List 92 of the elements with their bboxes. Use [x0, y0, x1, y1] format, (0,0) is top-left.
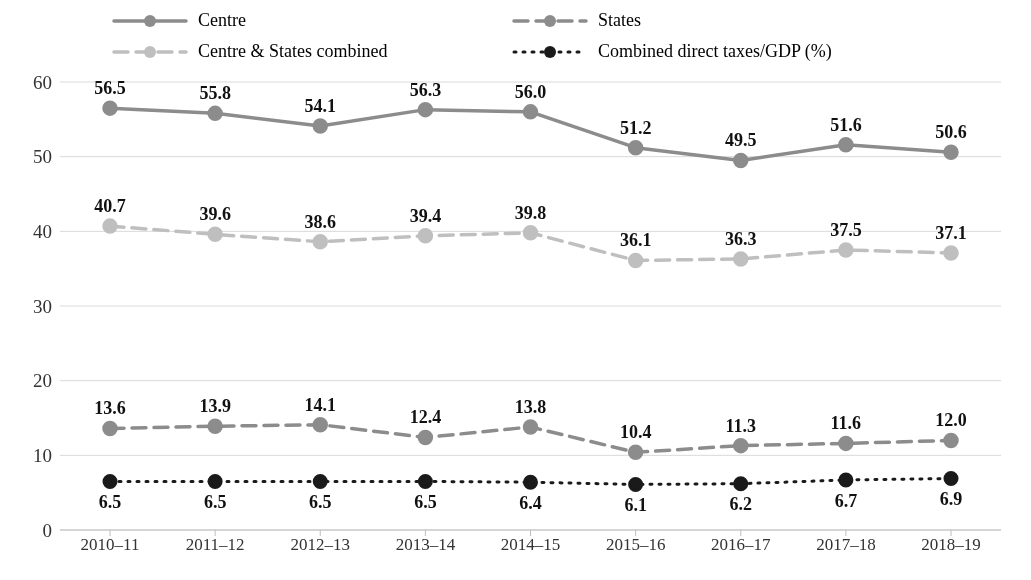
legend-label: States: [598, 10, 641, 31]
legend-label: Centre & States combined: [198, 41, 388, 62]
point: [312, 118, 328, 134]
x-tick-label: 2018–19: [921, 535, 981, 555]
x-tick-label: 2017–18: [816, 535, 876, 555]
point: [943, 432, 959, 449]
data-label: 11.6: [830, 413, 862, 434]
data-label: 39.8: [514, 202, 547, 223]
legend-label: Combined direct taxes/GDP (%): [598, 41, 832, 62]
data-label: 6.5: [309, 492, 332, 513]
data-label: 13.9: [199, 396, 231, 417]
data-label: 39.4: [409, 205, 442, 226]
point: [522, 419, 539, 435]
data-label: 36.3: [725, 228, 757, 249]
data-label: 51.2: [619, 117, 652, 138]
point: [627, 252, 644, 269]
y-tick-label: 40: [33, 221, 52, 243]
data-label: 56.0: [514, 81, 547, 102]
x-tick-label: 2016–17: [711, 535, 771, 555]
y-tick-label: 10: [33, 445, 52, 467]
point: [627, 444, 644, 461]
point: [733, 476, 749, 492]
point: [312, 473, 328, 489]
legend-label: Centre: [198, 10, 246, 31]
data-label: 6.5: [203, 492, 227, 513]
point: [627, 139, 644, 156]
data-label: 37.5: [830, 220, 862, 240]
point: [417, 473, 433, 489]
y-tick-label: 20: [33, 370, 52, 392]
point: [522, 104, 539, 120]
point: [943, 245, 959, 261]
point: [207, 226, 223, 243]
data-label: 56.5: [94, 78, 126, 99]
x-tick-label: 2011–12: [185, 535, 245, 555]
point: [102, 100, 118, 116]
point: [943, 470, 959, 486]
data-label: 40.7: [94, 196, 126, 217]
point: [417, 101, 434, 118]
data-label: 6.9: [939, 489, 963, 510]
y-tick-label: 50: [33, 146, 52, 168]
data-label: 13.8: [514, 396, 547, 417]
x-tick-label: 2014–15: [500, 535, 561, 555]
point: [733, 437, 749, 454]
point: [102, 218, 118, 234]
y-tick-label: 0: [42, 519, 52, 541]
data-label: 12.0: [935, 410, 967, 431]
point: [417, 429, 434, 446]
point: [838, 435, 854, 452]
point: [312, 234, 328, 250]
data-label: 10.4: [619, 422, 652, 443]
point: [838, 136, 854, 153]
data-label: 39.6: [199, 204, 231, 225]
x-tick-label: 2012–13: [290, 535, 350, 555]
data-label: 6.7: [834, 490, 858, 511]
point: [102, 473, 118, 489]
point: [733, 152, 749, 169]
data-label: 55.8: [199, 83, 231, 104]
data-label: 6.5: [414, 492, 437, 513]
x-tick-label: 2010–11: [80, 535, 140, 555]
y-tick-label: 60: [33, 71, 52, 93]
data-label: 11.3: [725, 415, 757, 436]
point: [838, 472, 854, 488]
data-label: 38.6: [304, 211, 336, 232]
x-tick-label: 2013–14: [395, 535, 456, 555]
point: [312, 416, 328, 433]
data-label: 6.4: [519, 492, 542, 513]
point: [417, 228, 434, 244]
point: [102, 420, 118, 437]
data-label: 54.1: [304, 96, 336, 117]
data-label: 37.1: [935, 222, 967, 243]
point: [522, 225, 539, 241]
point: [207, 418, 223, 434]
point: [733, 251, 749, 267]
data-label: 56.3: [409, 79, 442, 100]
point: [838, 242, 854, 258]
data-label: 36.1: [619, 230, 652, 251]
data-label: 49.5: [725, 130, 757, 151]
data-label: 6.2: [729, 494, 752, 515]
point: [943, 144, 959, 160]
data-label: 6.1: [624, 495, 647, 516]
point: [207, 105, 223, 122]
x-tick-label: 2015–16: [605, 535, 666, 555]
point: [628, 476, 644, 492]
point: [207, 473, 223, 489]
data-label: 51.6: [830, 114, 862, 135]
data-label: 50.6: [935, 122, 967, 143]
data-label: 14.1: [304, 394, 336, 415]
data-label: 13.6: [94, 398, 126, 419]
point: [523, 474, 538, 490]
data-label: 6.5: [98, 492, 122, 513]
data-label: 12.4: [409, 407, 442, 428]
y-tick-label: 30: [33, 295, 52, 317]
